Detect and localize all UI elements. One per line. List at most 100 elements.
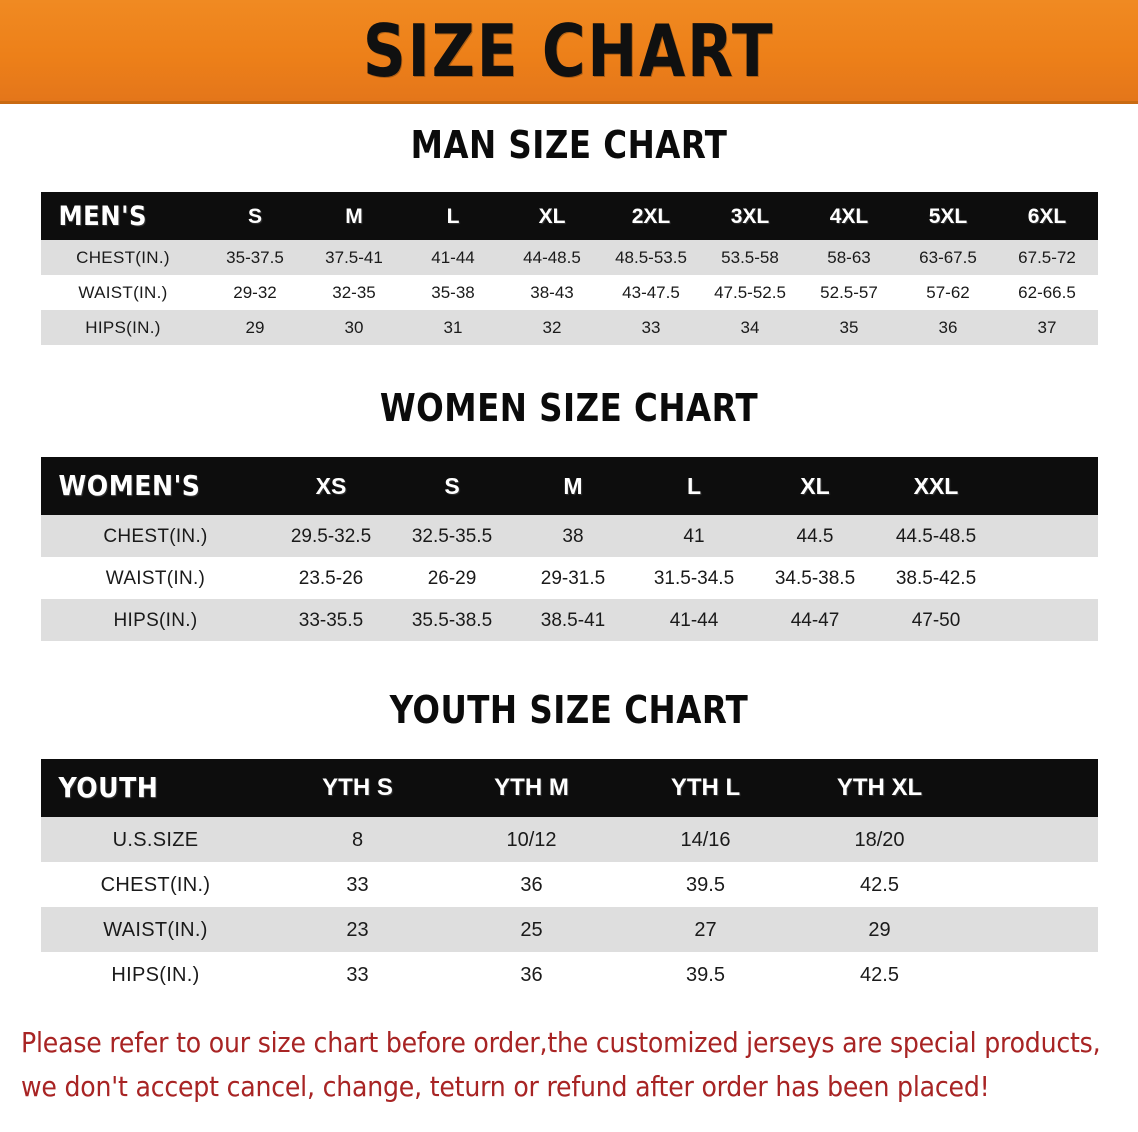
man-cell: 32-35 — [304, 275, 404, 310]
youth-cell: 25 — [444, 907, 619, 952]
youth-cell-filler — [966, 952, 1098, 997]
man-size-header-3xl: 3XL — [730, 204, 770, 228]
table-row: WAIST(IN.) 23 25 27 29 — [40, 907, 1098, 952]
women-cell: 32.5-35.5 — [391, 515, 513, 557]
man-cell: 36 — [898, 310, 998, 345]
youth-cell: 10/12 — [444, 817, 619, 862]
man-cell: 35-37.5 — [205, 240, 305, 275]
youth-size-header-yth-s: YTH S — [322, 774, 393, 801]
youth-cell: 42.5 — [792, 952, 967, 997]
table-row: CHEST(IN.) 35-37.5 37.5-41 41-44 44-48.5 48.5… — [40, 240, 1098, 275]
man-cell: 67.5-72 — [997, 240, 1097, 275]
youth-row-label: CHEST(IN.) — [40, 862, 271, 907]
youth-cell: 39.5 — [618, 952, 793, 997]
page-banner: SIZE CHART — [0, 0, 1138, 104]
youth-table-header: YOUTH YTH S YTH M YTH L YTH XL — [40, 759, 1098, 817]
women-table-header: WOMEN'S XS S M L XL XXL — [40, 457, 1098, 515]
disclaimer-line-2: we don't accept cancel, change, teturn o… — [21, 1070, 990, 1103]
man-size-table: MEN'S S M L XL 2XL 3XL 4XL 5XL 6XL CHEST(IN.) 35-… — [40, 192, 1098, 345]
man-table-header: MEN'S S M L XL 2XL 3XL 4XL 5XL 6XL — [40, 192, 1098, 240]
women-cell: 29.5-32.5 — [270, 515, 392, 557]
man-cell-filler — [1096, 275, 1098, 310]
youth-row-label: HIPS(IN.) — [40, 952, 271, 997]
man-cell: 43-47.5 — [601, 275, 701, 310]
table-row: WAIST(IN.) 23.5-26 26-29 29-31.5 31.5-34.5 34… — [40, 557, 1098, 599]
women-row-label: CHEST(IN.) — [40, 515, 271, 557]
man-size-header-4xl: 4XL — [829, 204, 869, 228]
youth-header-row: YOUTH YTH S YTH M YTH L YTH XL — [40, 759, 1098, 817]
man-cell: 32 — [502, 310, 602, 345]
table-row: HIPS(IN.) 29 30 31 32 33 34 35 36 37 — [40, 310, 1098, 345]
man-cell: 30 — [304, 310, 404, 345]
man-cell: 33 — [601, 310, 701, 345]
women-cell: 38.5-41 — [512, 599, 634, 641]
man-cell: 37 — [997, 310, 1097, 345]
women-cell-filler — [996, 515, 1098, 557]
youth-header-filler — [967, 759, 1098, 817]
man-header-row: MEN'S S M L XL 2XL 3XL 4XL 5XL 6XL — [40, 192, 1098, 240]
women-cell: 38 — [512, 515, 634, 557]
man-cell: 34 — [700, 310, 800, 345]
women-cell: 35.5-38.5 — [391, 599, 513, 641]
man-cell: 29-32 — [205, 275, 305, 310]
women-cell-filler — [996, 557, 1098, 599]
man-row-label: HIPS(IN.) — [40, 310, 206, 345]
man-size-header-2xl: 2XL — [631, 204, 671, 228]
women-cell: 34.5-38.5 — [754, 557, 876, 599]
women-cell: 23.5-26 — [270, 557, 392, 599]
man-cell: 35-38 — [403, 275, 503, 310]
man-cell: 31 — [403, 310, 503, 345]
man-cell: 29 — [205, 310, 305, 345]
man-cell: 53.5-58 — [700, 240, 800, 275]
women-section-title: WOMEN SIZE CHART — [379, 386, 759, 430]
man-cell: 63-67.5 — [898, 240, 998, 275]
man-size-header-m: M — [345, 204, 363, 228]
women-header-row: WOMEN'S XS S M L XL XXL — [40, 457, 1098, 515]
youth-corner-label: YOUTH — [58, 771, 159, 804]
youth-cell: 29 — [792, 907, 967, 952]
women-corner-label: WOMEN'S — [58, 469, 201, 502]
youth-cell-filler — [966, 817, 1098, 862]
women-size-header-xxl: XXL — [913, 472, 959, 499]
page-title: SIZE CHART — [363, 8, 775, 93]
disclaimer-note: Please refer to our size chart before or… — [21, 1021, 1117, 1109]
women-size-header-s: S — [444, 472, 460, 499]
women-cell: 33-35.5 — [270, 599, 392, 641]
women-cell: 38.5-42.5 — [875, 557, 997, 599]
man-cell: 62-66.5 — [997, 275, 1097, 310]
youth-row-label: U.S.SIZE — [40, 817, 271, 862]
youth-cell: 33 — [270, 952, 445, 997]
youth-cell: 18/20 — [792, 817, 967, 862]
women-cell: 47-50 — [875, 599, 997, 641]
man-size-header-xl: XL — [538, 204, 566, 228]
youth-size-table: YOUTH YTH S YTH M YTH L YTH XL U.S.SIZE 8 10/… — [40, 759, 1098, 997]
women-cell: 31.5-34.5 — [633, 557, 755, 599]
youth-cell: 36 — [444, 862, 619, 907]
man-cell: 58-63 — [799, 240, 899, 275]
youth-table-body: U.S.SIZE 8 10/12 14/16 18/20 CHEST(IN.) 33 36 39… — [40, 817, 1098, 997]
women-cell: 44.5-48.5 — [875, 515, 997, 557]
man-cell: 48.5-53.5 — [601, 240, 701, 275]
man-table-body: CHEST(IN.) 35-37.5 37.5-41 41-44 44-48.5 48.5… — [40, 240, 1098, 345]
man-size-header-5xl: 5XL — [928, 204, 968, 228]
women-row-label: WAIST(IN.) — [40, 557, 271, 599]
youth-cell: 27 — [618, 907, 793, 952]
youth-size-header-yth-l: YTH L — [670, 774, 741, 801]
women-cell: 41 — [633, 515, 755, 557]
table-row: HIPS(IN.) 33 36 39.5 42.5 — [40, 952, 1098, 997]
youth-size-header-yth-xl: YTH XL — [836, 774, 923, 801]
youth-cell: 33 — [270, 862, 445, 907]
man-size-header-l: L — [446, 204, 460, 228]
man-cell: 38-43 — [502, 275, 602, 310]
women-size-table: WOMEN'S XS S M L XL XXL CHEST(IN.) 29.5-32.5 32… — [40, 457, 1098, 641]
man-cell: 35 — [799, 310, 899, 345]
table-row: CHEST(IN.) 33 36 39.5 42.5 — [40, 862, 1098, 907]
youth-row-label: WAIST(IN.) — [40, 907, 271, 952]
disclaimer-line-1: Please refer to our size chart before or… — [21, 1026, 1101, 1059]
man-cell: 37.5-41 — [304, 240, 404, 275]
women-table-body: CHEST(IN.) 29.5-32.5 32.5-35.5 38 41 44.5 44.5… — [40, 515, 1098, 641]
women-size-header-m: M — [563, 472, 583, 499]
women-cell: 44.5 — [754, 515, 876, 557]
women-size-header-xl: XL — [800, 472, 830, 499]
